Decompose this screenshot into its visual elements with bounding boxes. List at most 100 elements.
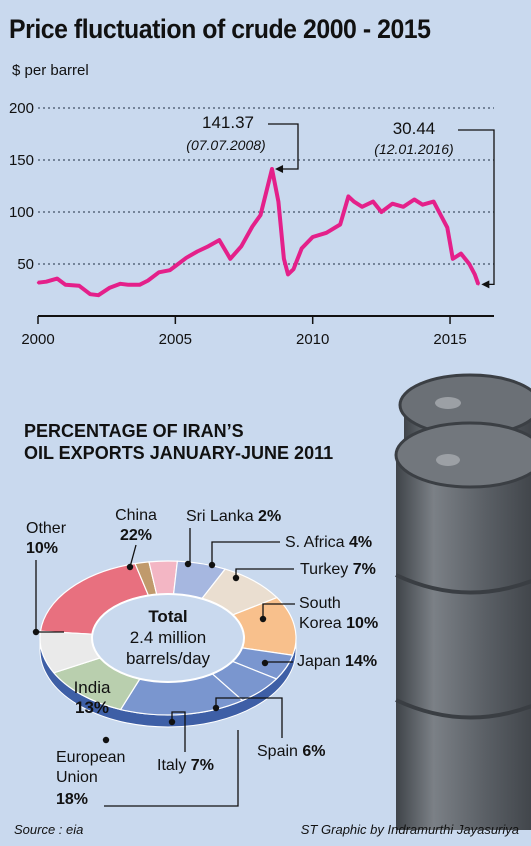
price-point	[108, 286, 111, 290]
price-point	[338, 223, 342, 226]
price-point	[138, 283, 141, 286]
price-point	[196, 250, 199, 253]
pie-label-name: European	[56, 749, 125, 766]
price-point	[119, 282, 122, 285]
pie-label-value: 14%	[345, 653, 377, 670]
pie-leader-dot	[184, 560, 192, 568]
pie-leader-line	[171, 711, 186, 752]
x-tick-label-2010: 2010	[296, 331, 329, 348]
price-point	[207, 245, 210, 248]
price-point	[391, 202, 394, 205]
price-point	[240, 245, 243, 248]
pie-leader-dot	[232, 574, 240, 582]
price-point	[468, 262, 471, 266]
y-tick-label-200: 200	[9, 100, 34, 117]
price-point	[371, 200, 375, 203]
pie-label-value: 10%	[346, 615, 378, 632]
price-line-chart: 50 100 150 200 2000 2005 2010 2015 141.37 (07.07.…	[9, 100, 495, 348]
x-tick-label-2005: 2005	[159, 331, 192, 348]
price-point	[97, 294, 100, 297]
price-point	[421, 203, 424, 206]
donut-hole	[91, 593, 245, 683]
price-point	[446, 226, 449, 229]
price-point	[286, 273, 290, 276]
price-point	[402, 205, 405, 208]
pie-label-south-korea: South Korea 10%	[259, 595, 378, 632]
price-point	[325, 231, 328, 234]
center-total-label: Total	[148, 607, 187, 626]
pie-label-text: Japan 14%	[297, 653, 377, 670]
pie-title-line-2: OIL EXPORTS JANUARY-JUNE 2011	[24, 443, 334, 463]
pie-label-name: Sri Lanka	[186, 508, 258, 525]
pie-label-text: S. Africa 4%	[285, 534, 372, 551]
price-point	[300, 247, 303, 250]
price-point	[360, 205, 364, 208]
pie-label-value: 2%	[258, 508, 281, 525]
price-point	[477, 283, 480, 286]
y-tick-label-100: 100	[9, 204, 34, 221]
price-point	[347, 195, 350, 198]
pie-leader-line	[129, 544, 137, 568]
price-point	[168, 269, 172, 272]
pie-label-name: Korea	[299, 615, 346, 632]
pie-chart-title: PERCENTAGE OF IRAN’S OIL EXPORTS JANUARY…	[24, 420, 333, 464]
last-date-label: (12.01.2016)	[374, 141, 453, 157]
center-unit-label: barrels/day	[126, 649, 211, 668]
pie-label-china: China 22%	[115, 507, 157, 571]
price-point	[270, 167, 274, 171]
pie-label-value: 13%	[75, 698, 109, 717]
pie-label-value: 7%	[191, 757, 214, 774]
last-callout-arrow	[481, 280, 490, 289]
pie-label-name: India	[74, 678, 111, 697]
pie-title-line-1: PERCENTAGE OF IRAN’S	[24, 421, 244, 441]
peak-date-label: (07.07.2008)	[186, 137, 265, 153]
pie-leader-dot	[208, 561, 216, 569]
pie-label-other: Other 10%	[26, 520, 67, 636]
pie-label-name: Other	[26, 520, 67, 537]
pie-label-name: Spain	[257, 743, 302, 760]
pie-label-european-union: European Union 18%	[56, 730, 239, 808]
price-point	[432, 200, 435, 203]
pie-label-japan: Japan 14%	[261, 653, 377, 670]
y-tick-label-50: 50	[17, 256, 34, 273]
peak-callout-arrow	[275, 164, 284, 173]
center-amount-label: 2.4 million	[130, 628, 207, 647]
price-point	[259, 213, 262, 217]
peak-callout-line	[268, 123, 299, 170]
pie-label-name: Japan	[297, 653, 345, 670]
price-point	[56, 277, 59, 280]
price-point	[311, 235, 314, 239]
price-point	[451, 257, 454, 260]
pie-label-text: Spain 6%	[257, 743, 326, 760]
pie-leader-line	[215, 697, 283, 738]
price-point	[185, 256, 188, 259]
pie-leader-dot	[259, 615, 267, 623]
x-tick-label-2000: 2000	[21, 331, 54, 348]
price-point	[352, 200, 356, 203]
pie-label-s-africa: S. Africa 4%	[208, 534, 372, 569]
pie-label-name: S. Africa	[285, 534, 349, 551]
pie-label-name: Turkey	[300, 561, 353, 578]
price-point	[413, 198, 416, 201]
price-point	[157, 271, 161, 274]
pie-leader-dot	[102, 736, 110, 744]
pie-label-text: Turkey 7%	[300, 561, 376, 578]
price-point	[45, 280, 48, 283]
pie-leader-line	[262, 603, 295, 619]
price-point	[229, 257, 232, 260]
pie-leader-line	[104, 730, 239, 807]
pie-label-text: Sri Lanka 2%	[186, 508, 281, 525]
graphic-credit: ST Graphic by Indramurthi Jayasuriya	[300, 822, 519, 837]
pie-leader-dot	[126, 563, 134, 571]
chart-title: Price fluctuation of crude 2000 - 2015	[9, 14, 431, 44]
price-point	[437, 210, 441, 214]
price-point	[146, 279, 150, 282]
pie-leader-dot	[32, 628, 40, 636]
pie-label-value: 4%	[349, 534, 372, 551]
price-y-axis-label: $ per barrel	[12, 62, 89, 79]
price-point	[282, 257, 286, 260]
price-point	[174, 264, 177, 268]
pie-label-name: South	[299, 595, 341, 612]
pie-label-name: Italy	[157, 757, 191, 774]
